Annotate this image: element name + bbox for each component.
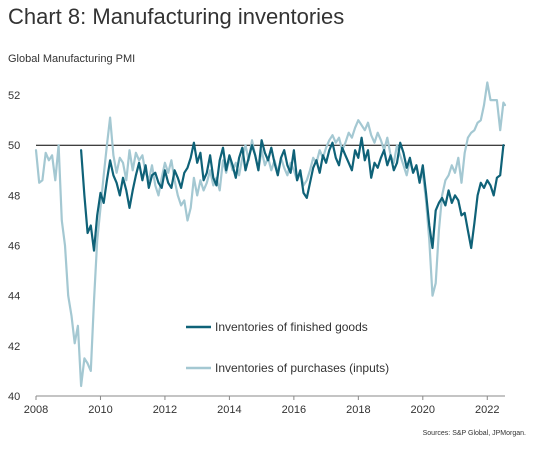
legend-label: Inventories of purchases (inputs): [215, 361, 389, 375]
y-tick-label: 42: [8, 341, 20, 353]
y-tick-label: 50: [8, 140, 20, 152]
series-line-finished-goods: [80, 136, 505, 252]
y-tick-label: 40: [8, 391, 20, 403]
y-tick-label: 44: [8, 291, 20, 303]
y-tick-label: 46: [8, 241, 20, 253]
series-layer: [34, 81, 507, 388]
legend: Inventories of finished goods Inventories…: [186, 320, 389, 375]
x-tick-label: 2014: [217, 404, 241, 416]
x-tick-label: 2016: [282, 404, 306, 416]
source-note: Sources: S&P Global, JPMorgan.: [422, 430, 526, 437]
legend-label: Inventories of finished goods: [215, 320, 368, 334]
y-tick-label: 52: [8, 90, 20, 102]
axis-layer: 40 42 44 46 48 50 52 2008 2010 2012 2014 2016 2018 20…: [8, 90, 505, 416]
x-tick-label: 2008: [24, 404, 48, 416]
x-tick-label: 2018: [346, 404, 370, 416]
series-line-purchases: [34, 81, 507, 388]
chart-title: Chart 8: Manufacturing inventories: [8, 4, 345, 29]
y-tick-label: 48: [8, 190, 20, 202]
x-tick-label: 2020: [411, 404, 435, 416]
y-axis-label: Global Manufacturing PMI: [8, 53, 136, 65]
x-tick-label: 2022: [475, 404, 499, 416]
x-tick-label: 2010: [88, 404, 112, 416]
x-tick-label: 2012: [153, 404, 177, 416]
